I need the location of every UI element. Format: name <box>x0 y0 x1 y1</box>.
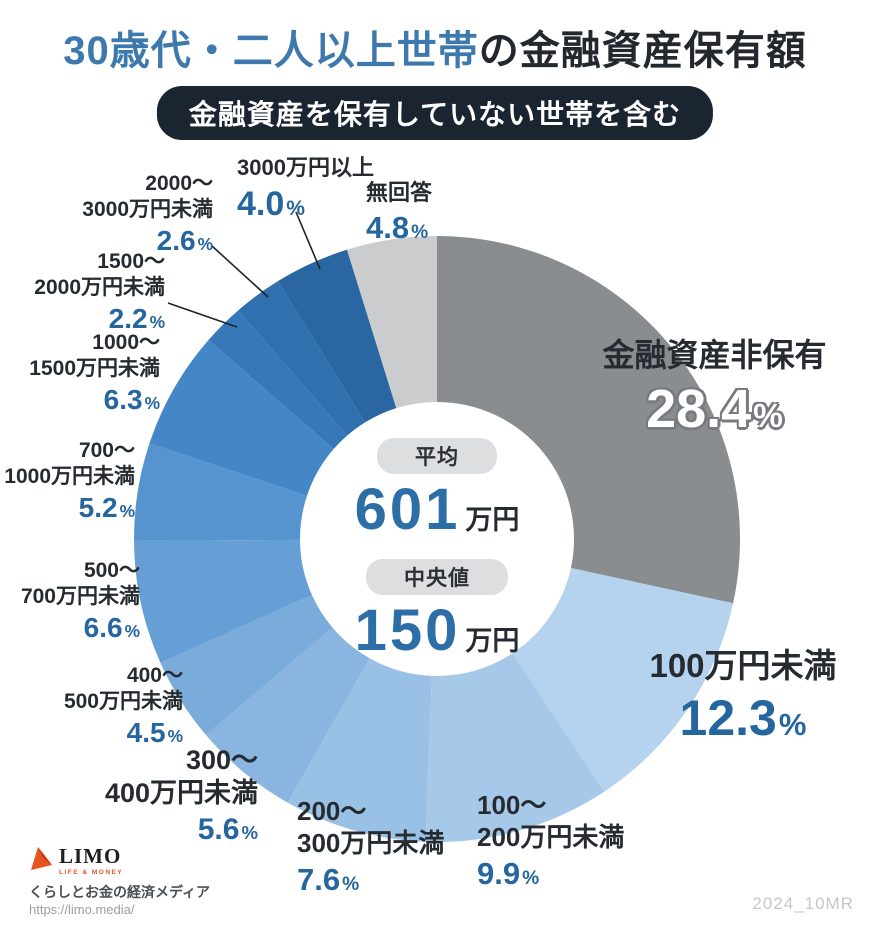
donut-segment-3000plus <box>277 249 397 423</box>
donut-segment-400-500 <box>160 594 333 736</box>
subtitle-badge: 金融資産を保有していない世帯を含む <box>156 86 714 140</box>
leader-line-2000-3000 <box>211 245 269 298</box>
donut-segment-no-answer <box>347 236 437 409</box>
donut-segment-1500-2000 <box>208 310 348 450</box>
document-code: 2024_10MR <box>752 894 854 913</box>
leader-line-1500-2000 <box>167 302 238 328</box>
limo-logo: LIMO LIFE & MONEY <box>30 846 123 876</box>
page-title: 30歳代・二人以上世帯の金融資産保有額 <box>0 18 870 76</box>
donut-segment-500-700 <box>134 539 312 663</box>
donut-segment-1000-1500 <box>149 340 334 496</box>
donut-segment-200-300 <box>287 658 432 842</box>
title-rest: の金融資産保有額 <box>478 29 807 73</box>
limo-logo-icon <box>31 847 52 870</box>
median-pill: 中央値 <box>366 559 508 595</box>
donut-segment-300-400 <box>205 627 370 803</box>
limo-logo-subtext: LIFE & MONEY <box>59 869 124 876</box>
footer-tagline: くらしとお金の経済メディア <box>29 884 211 900</box>
title-highlight: 30歳代・二人以上世帯 <box>63 29 479 73</box>
median-number: 150 <box>354 598 461 663</box>
median-unit: 万円 <box>465 626 520 656</box>
donut-segment-2000-3000 <box>238 281 366 436</box>
footer-url: https://limo.media/ <box>29 902 135 917</box>
limo-logo-text: LIMO <box>59 844 122 868</box>
donut-segment-lt100 <box>512 568 734 792</box>
donut-segment-100-200 <box>425 653 605 842</box>
donut-segment-700-1000 <box>134 443 307 541</box>
average-number: 601 <box>354 477 461 542</box>
donut-segment-none <box>437 236 740 604</box>
median-value: 150 万円 <box>355 597 520 664</box>
leader-line-3000plus <box>295 211 321 270</box>
average-value: 601 万円 <box>355 476 520 543</box>
average-unit: 万円 <box>465 505 520 535</box>
average-pill: 平均 <box>377 438 497 474</box>
center-stats: 平均 601 万円 中央値 150 万円 <box>302 438 572 664</box>
